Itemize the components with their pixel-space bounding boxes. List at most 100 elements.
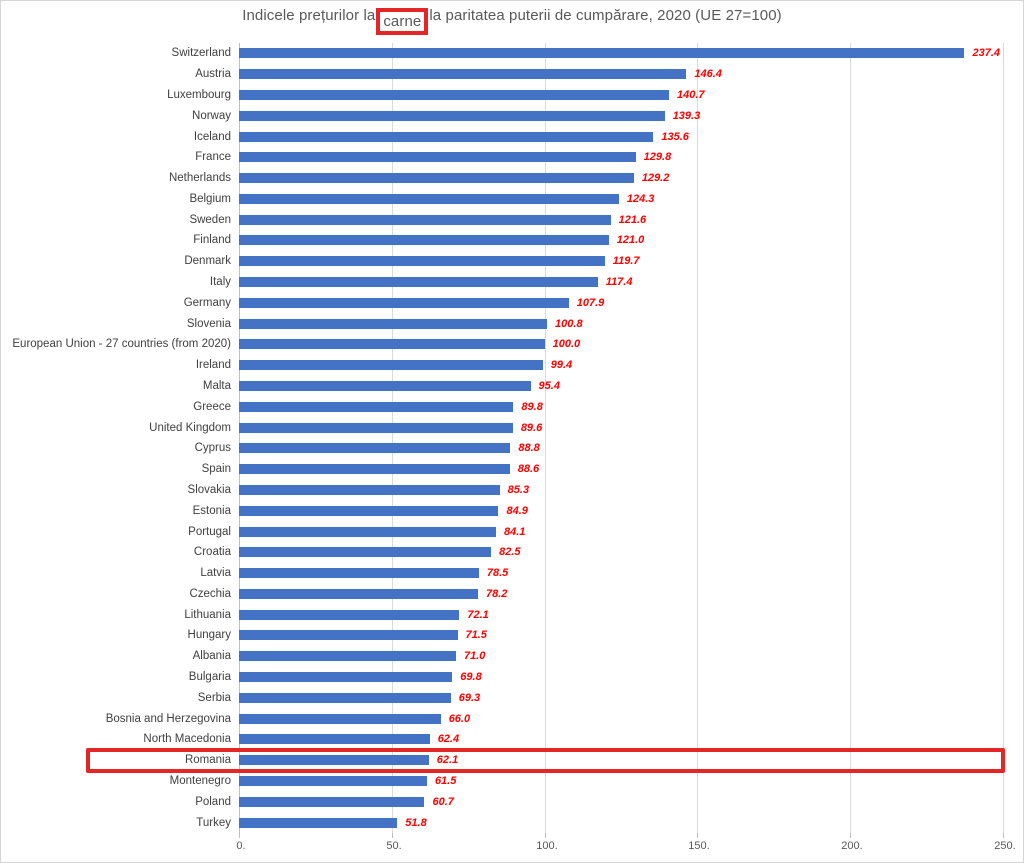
value-label: 82.5 [499,546,521,559]
bar-row: Lithuania 72.1 [1,604,1023,625]
category-label: Czechia [189,587,231,600]
bar [239,796,425,807]
bar-row: Slovenia 100.8 [1,313,1023,334]
value-label: 146.4 [694,68,722,81]
value-label: 66.0 [448,712,471,725]
category-label: North Macedonia [143,733,231,746]
chart-title-suffix: la paritatea puterii de cumpărare, 2020 … [429,7,782,24]
category-label: Spain [201,463,231,476]
bar-row: Sweden 121.6 [1,209,1023,230]
value-label: 89.8 [521,400,543,413]
category-label: Cyprus [194,442,231,455]
gridline [392,43,393,833]
bar [239,131,654,142]
chart-title-prefix: Indicele prețurilor la [242,7,376,24]
bar [239,713,441,724]
bar [239,692,451,703]
category-label: Montenegro [169,775,231,788]
bar-row: Bosnia and Herzegovina 66.0 [1,708,1023,729]
value-label: 119.7 [612,255,640,268]
bar-row: Estonia 84.9 [1,500,1023,521]
category-label: Switzerland [171,47,231,60]
bar [239,360,543,371]
bar [239,505,499,516]
bar-row: Ireland 99.4 [1,355,1023,376]
bar [239,547,492,558]
value-label: 88.6 [517,463,540,476]
bar [239,110,665,121]
category-label: Slovakia [187,483,231,496]
value-label: 88.8 [518,442,540,455]
bar-row: Croatia 82.5 [1,542,1023,563]
bar-row: Montenegro 61.5 [1,771,1023,792]
bar [239,173,634,184]
bar-row: Albania 71.0 [1,646,1023,667]
axis-tick [545,833,546,838]
bar [239,776,427,787]
value-label: 72.1 [467,608,489,621]
category-label: France [195,151,231,164]
bar [239,755,429,766]
axis-tick [697,833,698,838]
value-label: 129.2 [641,172,670,185]
x-axis-tick-label: 0. [236,840,246,852]
x-axis-tick-label: 50. [386,840,402,852]
bar [239,69,687,80]
category-label: Luxembourg [167,88,231,101]
bar [239,484,500,495]
category-label: Estonia [192,504,231,517]
value-label: 107.9 [576,296,605,309]
bar-row: Finland 121.0 [1,230,1023,251]
category-label: Ireland [195,359,231,372]
bar [239,297,569,308]
bar [239,526,496,537]
bar [239,588,478,599]
axis-tick [239,833,240,838]
row-annotation-box [86,747,1005,773]
value-label: 71.5 [465,629,487,642]
value-label: 69.3 [458,691,481,704]
bar-row: Switzerland 237.4 [1,43,1023,64]
bar [239,193,619,204]
category-label: Bulgaria [188,671,231,684]
category-label: United Kingdom [149,421,231,434]
bar-row: Bulgaria 69.8 [1,667,1023,688]
category-label: Germany [183,296,231,309]
bar-row: Germany 107.9 [1,292,1023,313]
category-label: Greece [193,400,231,413]
category-label: Bosnia and Herzegovina [105,712,231,725]
category-label: Netherlands [168,172,231,185]
bar-row: European Union - 27 countries (from 2020… [1,334,1023,355]
value-label: 60.7 [432,795,454,808]
value-label: 89.6 [520,421,543,434]
bar [239,339,545,350]
bar-row: Italy 117.4 [1,272,1023,293]
category-label: Sweden [189,213,231,226]
axis-tick [1003,833,1004,838]
category-label: Malta [202,380,231,393]
gridline [545,43,546,833]
value-label: 62.1 [436,754,459,767]
value-label: 99.4 [550,359,573,372]
bar-row: Malta 95.4 [1,376,1023,397]
value-label: 121.6 [618,213,647,226]
category-label: Iceland [193,130,231,143]
value-label: 78.5 [486,567,509,580]
gridline [850,43,851,833]
bar [239,630,458,641]
bar [239,672,453,683]
category-label: Portugal [188,525,231,538]
gridline [697,43,698,833]
bar [239,651,456,662]
value-label: 84.9 [506,504,528,517]
bar [239,235,609,246]
category-label: Italy [209,276,231,289]
bar [239,152,636,163]
bar-row: Netherlands 129.2 [1,168,1023,189]
bar-row: Norway 139.3 [1,105,1023,126]
value-label: 51.8 [405,816,427,829]
category-label: Albania [192,650,231,663]
value-label: 95.4 [538,380,560,393]
x-axis-tick-label: 200. [841,840,863,852]
